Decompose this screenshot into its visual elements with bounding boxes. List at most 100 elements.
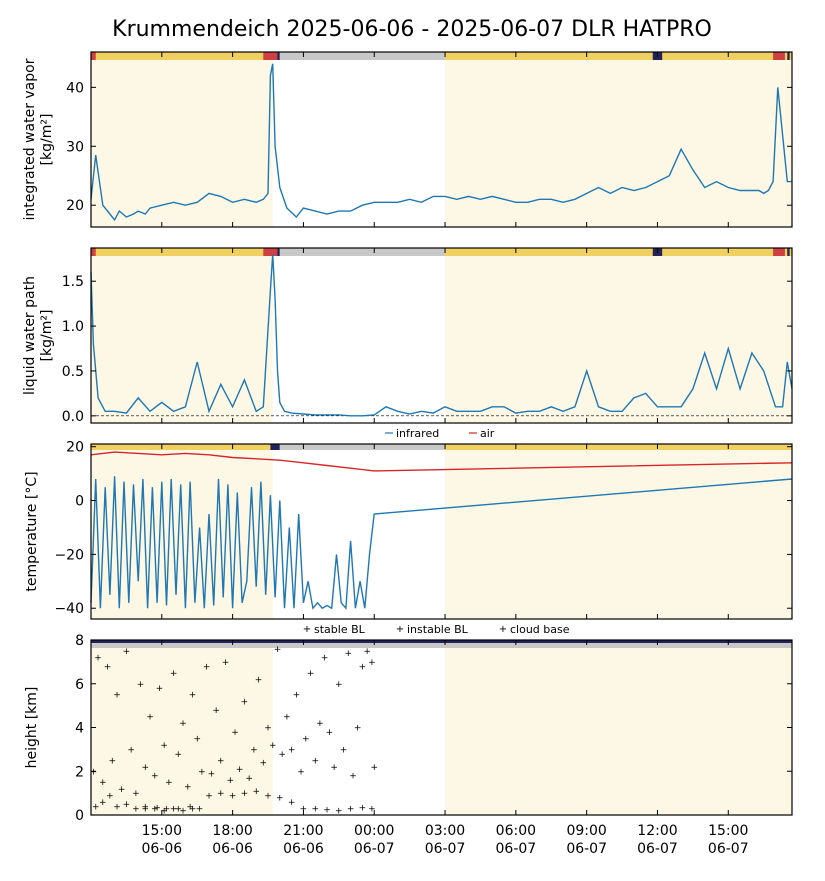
- flag-strip-marker: [91, 248, 96, 256]
- flag-strip-segment: [91, 640, 792, 648]
- scatter-point-stable-BL: +: [217, 789, 225, 799]
- y-tick-label: 1.5: [62, 274, 84, 290]
- scatter-point-cloud-base: +: [184, 783, 192, 793]
- series-line-main: [90, 63, 792, 222]
- flag-strip-segment: [270, 444, 280, 450]
- scatter-point-cloud-base: +: [236, 765, 244, 775]
- scatter-point-cloud-base: +: [132, 789, 140, 799]
- scatter-point-instable-BL: +: [132, 804, 140, 814]
- scatter-point-cloud-base: +: [293, 691, 301, 701]
- scatter-point-instable-BL: +: [92, 802, 100, 812]
- scatter-point-cloud-base: +: [250, 745, 258, 755]
- y-tick-label: 20: [66, 198, 84, 214]
- scatter-point-cloud-base: +: [165, 778, 173, 788]
- scatter-point-cloud-base: +: [245, 774, 253, 784]
- scatter-point-stable-BL: +: [276, 794, 284, 804]
- scatter-point-stable-BL: +: [368, 804, 376, 814]
- y-tick-label: 20: [66, 440, 84, 456]
- scatter-point-stable-BL: +: [205, 791, 213, 801]
- scatter-point-cloud-base: +: [297, 767, 305, 777]
- scatter-point-cloud-base: +: [142, 763, 150, 773]
- panel-4: + + + + ++ + + + + + + ++ + + + + + ++ +++ + + + + + + + + ++++++++…: [24, 623, 793, 824]
- x-tick-label-date: 06-06: [283, 841, 324, 857]
- scatter-point-cloud-base: +: [90, 767, 98, 777]
- series-line-main: [90, 254, 793, 417]
- shade-day-2: [445, 444, 792, 619]
- y-tick-label: −20: [54, 547, 84, 563]
- y-tick-label: 0.5: [62, 364, 84, 380]
- scatter-point-cloud-base: +: [255, 675, 263, 685]
- scatter-point-stable-BL: +: [347, 804, 355, 814]
- flag-strip-marker: [773, 52, 785, 60]
- x-tick-label-date: 06-07: [637, 841, 678, 857]
- shade-day-2: [445, 640, 792, 815]
- scatter-point-instable-BL: +: [170, 804, 178, 814]
- scatter-point-cloud-base: +: [311, 756, 319, 766]
- scatter-point-instable-BL: +: [113, 802, 121, 812]
- scatter-point-stable-BL: +: [252, 787, 260, 797]
- y-tick-label: 40: [66, 80, 84, 96]
- legend-swatch: +: [303, 624, 311, 635]
- x-tick-label-time: 03:00: [425, 823, 465, 839]
- scatter-point-stable-BL: +: [264, 791, 272, 801]
- axes-frame: [90, 247, 793, 424]
- scatter-point-cloud-base: +: [212, 706, 220, 716]
- panel-1: 20 30 40 integrated water vapor[kg/m²]: [22, 51, 793, 228]
- flag-strip-segment: [279, 248, 446, 256]
- scatter-point-cloud-base: +: [170, 669, 178, 679]
- flag-strip-segment: [91, 52, 271, 60]
- x-tick-label-time: 15:00: [142, 823, 182, 839]
- scatter-point-stable-BL: +: [153, 803, 161, 813]
- x-tick-label-date: 06-07: [496, 841, 537, 857]
- scatter-point-cloud-base: +: [104, 662, 112, 672]
- scatter-point-stable-BL: +: [288, 798, 296, 808]
- scatter-point-stable-BL: +: [359, 803, 367, 813]
- y-tick-label: 1.0: [62, 319, 84, 335]
- shade-day-1: [91, 52, 273, 227]
- scatter-point-cloud-base: +: [278, 750, 286, 760]
- y-tick-label: 30: [66, 139, 84, 155]
- scatter-point-cloud-base: +: [146, 713, 154, 723]
- panel-3: −40 −20 0 20 temperature [°C] infrared air: [24, 427, 793, 620]
- scatter-point-cloud-base: +: [108, 756, 116, 766]
- flag-strip-segment: [91, 444, 271, 450]
- scatter-point-cloud-base: +: [127, 745, 135, 755]
- scatter-point-stable-BL: +: [300, 804, 308, 814]
- scatter-point-cloud-base: +: [226, 776, 234, 786]
- scatter-point-cloud-base: +: [160, 741, 168, 751]
- x-tick-label-time: 18:00: [212, 823, 252, 839]
- scatter-point-cloud-base: +: [208, 769, 216, 779]
- scatter-point-cloud-base: +: [359, 662, 367, 672]
- scatter-point-stable-BL: +: [311, 804, 319, 814]
- shade-day-2: [445, 248, 792, 423]
- scatter-point-cloud-base: +: [222, 658, 230, 668]
- scatter-point-cloud-base: +: [189, 691, 197, 701]
- x-tick-label-date: 06-07: [708, 841, 749, 857]
- y-tick-label: 8: [75, 633, 84, 649]
- scatter-point-cloud-base: +: [340, 745, 348, 755]
- scatter-point-cloud-base: +: [260, 759, 268, 769]
- axes-frame: [90, 51, 793, 228]
- y-axis-label: integrated water vapor[kg/m²]: [22, 58, 55, 220]
- x-tick-label-time: 00:00: [354, 823, 394, 839]
- y-tick-label: 0.0: [62, 409, 84, 425]
- scatter-point-cloud-base: +: [113, 691, 121, 701]
- scatter-point-cloud-base: +: [321, 654, 329, 664]
- scatter-point-cloud-base: +: [330, 763, 338, 773]
- y-tick-label: 6: [75, 677, 84, 693]
- scatter-point-cloud-base: +: [137, 680, 145, 690]
- x-tick-label-time: 21:00: [283, 823, 323, 839]
- flag-strip-segment: [445, 52, 792, 60]
- scatter-point-cloud-base: +: [264, 724, 272, 734]
- flag-strip-segment: [279, 52, 446, 60]
- legend-label: instable BL: [407, 623, 469, 636]
- scatter-point-cloud-base: +: [94, 654, 102, 664]
- scatter-point-cloud-base: +: [269, 741, 277, 751]
- scatter-point-cloud-base: +: [99, 778, 107, 788]
- x-tick-label-time: 15:00: [708, 823, 748, 839]
- scatter-point-cloud-base: +: [203, 662, 211, 672]
- scatter-point-stable-BL: +: [142, 804, 150, 814]
- flag-strip-marker: [263, 248, 278, 256]
- scatter-point-cloud-base: +: [175, 750, 183, 760]
- axes-frame: [90, 443, 793, 620]
